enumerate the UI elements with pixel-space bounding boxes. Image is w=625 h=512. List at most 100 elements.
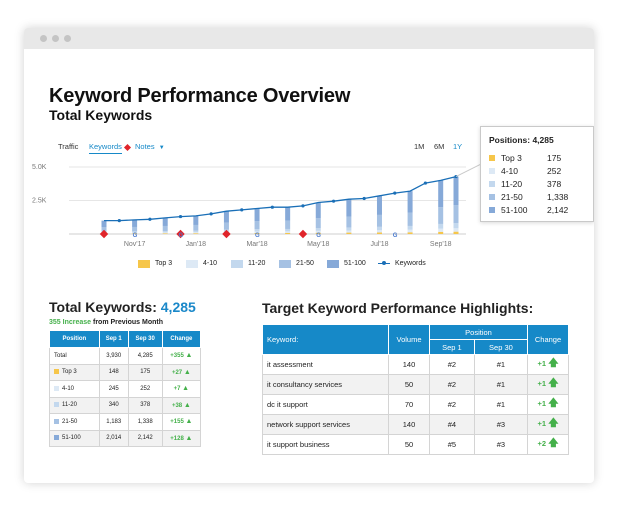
table-row: 11-20 340 378 +38 ▲ <box>49 396 202 414</box>
bar-segment <box>132 233 138 234</box>
tooltip-swatch <box>489 168 495 174</box>
bar-segment <box>285 231 291 233</box>
column-header: Keyword: <box>262 324 389 355</box>
table-row: it assessment 140 #2 #1 +1 🡅 <box>262 354 569 375</box>
bar-segment <box>407 232 413 234</box>
change-cell: +128 ▲ <box>161 429 202 447</box>
tab-keywords[interactable]: Keywords <box>89 142 122 154</box>
bar-segment <box>453 223 459 229</box>
bar-segment <box>438 231 444 234</box>
tooltip-label: Top 3 <box>501 153 522 163</box>
bar-segment <box>132 226 138 232</box>
arrow-up-icon: 🡅 <box>548 438 559 449</box>
legend-label: 11-20 <box>248 260 266 267</box>
table-row: 51-100 2,014 2,142 +128 ▲ <box>49 429 202 447</box>
table-row: it consultancy services 50 #2 #1 +1 🡅 <box>262 374 569 395</box>
bar-segment <box>162 230 168 233</box>
sep30-cell: 378 <box>127 396 163 414</box>
bar-segment <box>101 220 107 228</box>
bar-segment <box>438 228 444 232</box>
keywords-point <box>209 212 213 216</box>
x-tick-label: May'18 <box>307 241 329 248</box>
bar-segment <box>254 221 260 230</box>
change-value: +2 <box>537 439 547 448</box>
arrow-up-icon: 🡅 <box>548 418 559 429</box>
change-value: +1 <box>537 399 547 408</box>
range-1y-button[interactable]: 1Y <box>453 142 463 151</box>
keywords-point <box>362 196 366 201</box>
sep1-cell: 1,183 <box>98 413 129 431</box>
tab-traffic[interactable]: Traffic <box>58 142 79 151</box>
bar-segment <box>453 205 459 224</box>
summary-increase-suffix: from Previous Month <box>93 319 164 326</box>
browser-window: Keyword Performance Overview Total Keywo… <box>24 28 594 483</box>
legend-swatch <box>138 260 150 268</box>
keywords-point <box>393 191 397 195</box>
column-header: Sep 1 <box>429 339 475 355</box>
tooltip-value: 175 <box>547 153 562 163</box>
sep1-cell: 340 <box>98 396 129 414</box>
bar-segment <box>254 208 260 222</box>
bar-segment <box>193 215 199 225</box>
change-value: +27 <box>171 369 183 376</box>
window-dot-icon <box>52 35 59 42</box>
table-row: 21-50 1,183 1,338 +155 ▲ <box>49 413 202 431</box>
bar-segment <box>162 232 168 234</box>
change-cell: +7 ▲ <box>161 380 202 398</box>
bar-segment <box>346 216 352 228</box>
arrow-up-icon: ▲ <box>182 385 190 393</box>
bar-segment <box>346 199 352 217</box>
arrow-up-icon: 🡅 <box>548 358 559 369</box>
arrow-up-icon: ▲ <box>185 352 193 360</box>
google-update-icon: G <box>316 233 321 239</box>
sep1-cell: #5 <box>429 434 475 455</box>
volume-cell: 70 <box>388 394 430 415</box>
page-title: Keyword Performance Overview <box>49 85 351 107</box>
tab-notes[interactable]: Notes ▼ <box>123 142 165 151</box>
position-cell: Top 3 <box>49 363 100 381</box>
position-label: 11-20 <box>62 402 77 409</box>
arrow-up-icon: 🡅 <box>548 378 559 389</box>
table-row: dc it support 70 #2 #1 +1 🡅 <box>262 394 569 415</box>
legend-label: 51-100 <box>344 260 366 267</box>
position-label: 21-50 <box>62 418 78 425</box>
range-6m-button[interactable]: 6M <box>434 142 445 151</box>
tooltip-row: 4-10 252 <box>489 166 589 177</box>
bar-segment <box>376 230 382 233</box>
keyword-cell: it consultancy services <box>262 374 389 395</box>
sep30-cell: #3 <box>473 434 529 455</box>
bar-segment <box>376 232 382 234</box>
keyword-cell: network support services <box>262 414 389 435</box>
bar-segment <box>315 232 321 234</box>
color-swatch <box>54 435 59 441</box>
range-1m-button[interactable]: 1M <box>414 142 425 151</box>
tab-notes-label: Notes <box>135 142 155 151</box>
summary-table: Position Sep 1 Sep 30 Change Total 3,930… <box>49 330 202 447</box>
position-cell: 51-100 <box>49 429 100 447</box>
bar-segment <box>162 225 168 231</box>
arrow-up-icon: ▲ <box>183 401 191 409</box>
position-label: 4-10 <box>62 385 75 392</box>
bar-segment <box>453 231 459 234</box>
bar-segment <box>193 232 199 234</box>
sep30-cell: 175 <box>127 363 163 381</box>
sep30-cell: 4,285 <box>127 347 163 365</box>
table-row: Top 3 148 175 +27 ▲ <box>49 363 202 381</box>
bar-segment <box>193 233 199 234</box>
tooltip-value: 378 <box>547 179 562 189</box>
arrow-up-icon: ▲ <box>185 434 193 442</box>
bar-segment <box>315 228 321 231</box>
table-row: it support business 50 #5 #3 +2 🡅 <box>262 434 569 455</box>
bar-segment <box>315 230 321 233</box>
bar-segment <box>162 217 168 226</box>
summary-increase: 355 Increase <box>49 319 92 326</box>
legend-swatch <box>186 260 198 268</box>
y-tick-label: 5.0K <box>32 164 47 171</box>
tooltip-row: 51-100 2,142 <box>489 205 589 216</box>
note-diamond-icon <box>176 229 185 239</box>
color-swatch <box>54 385 59 391</box>
keyword-cell: it support business <box>262 434 389 455</box>
bar-segment <box>162 233 168 234</box>
tooltip-row: 21-50 1,338 <box>489 192 589 203</box>
tooltip-swatch <box>489 155 495 161</box>
